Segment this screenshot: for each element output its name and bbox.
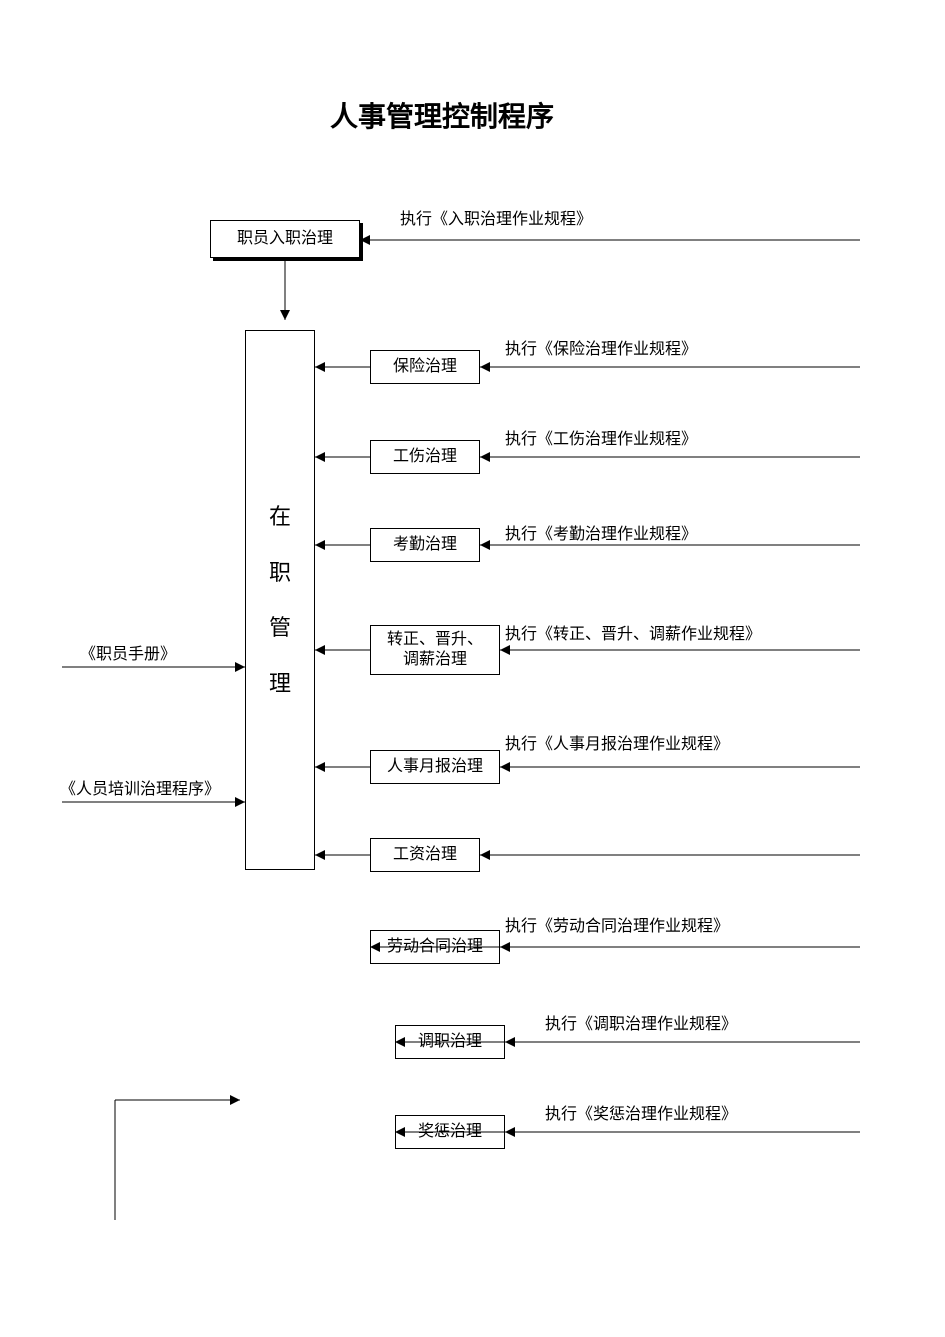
box-promote: 转正、晋升、调薪治理 [370, 625, 500, 675]
mgmt-char-3: 理 [269, 670, 291, 698]
note-monthly: 执行《人事月报治理作业规程》 [505, 730, 729, 754]
page-title: 人事管理控制程序 [330, 95, 554, 135]
box-attend-label: 考勤治理 [393, 535, 457, 555]
box-contract: 劳动合同治理 [370, 930, 500, 964]
box-insurance: 保险治理 [370, 350, 480, 384]
box-insurance-label: 保险治理 [393, 357, 457, 377]
box-salary-label: 工资治理 [393, 845, 457, 865]
mgmt-char-0: 在 [269, 503, 291, 531]
note-handbook: 《职员手册》 [80, 640, 176, 664]
mgmt-char-1: 职 [269, 559, 291, 587]
box-injury: 工伤治理 [370, 440, 480, 474]
box-reward: 奖惩治理 [395, 1115, 505, 1149]
box-salary: 工资治理 [370, 838, 480, 872]
box-contract-label: 劳动合同治理 [387, 937, 483, 957]
box-in-service-mgmt: 在 职 管 理 [245, 330, 315, 870]
box-promote-label: 转正、晋升、调薪治理 [387, 630, 483, 670]
box-monthly-label: 人事月报治理 [387, 757, 483, 777]
box-onboard: 职员入职治理 [210, 220, 360, 258]
note-transfer: 执行《调职治理作业规程》 [545, 1010, 737, 1034]
box-monthly: 人事月报治理 [370, 750, 500, 784]
box-onboard-label: 职员入职治理 [237, 229, 333, 249]
note-insurance: 执行《保险治理作业规程》 [505, 335, 697, 359]
box-transfer-label: 调职治理 [418, 1032, 482, 1052]
note-contract: 执行《劳动合同治理作业规程》 [505, 912, 729, 936]
note-injury: 执行《工伤治理作业规程》 [505, 425, 697, 449]
box-injury-label: 工伤治理 [393, 447, 457, 467]
box-attend: 考勤治理 [370, 528, 480, 562]
note-reward: 执行《奖惩治理作业规程》 [545, 1100, 737, 1124]
note-training: 《人员培训治理程序》 [60, 775, 220, 799]
box-reward-label: 奖惩治理 [418, 1122, 482, 1142]
note-promote: 执行《转正、晋升、调薪作业规程》 [505, 620, 761, 644]
note-onboard: 执行《入职治理作业规程》 [400, 205, 592, 229]
mgmt-char-2: 管 [269, 614, 291, 642]
box-transfer: 调职治理 [395, 1025, 505, 1059]
flowchart-stage: 人事管理控制程序 职员入职治理 保险治理 工伤治理 考勤治理 转正、晋升、调薪治… [0, 0, 945, 1337]
note-attend: 执行《考勤治理作业规程》 [505, 520, 697, 544]
